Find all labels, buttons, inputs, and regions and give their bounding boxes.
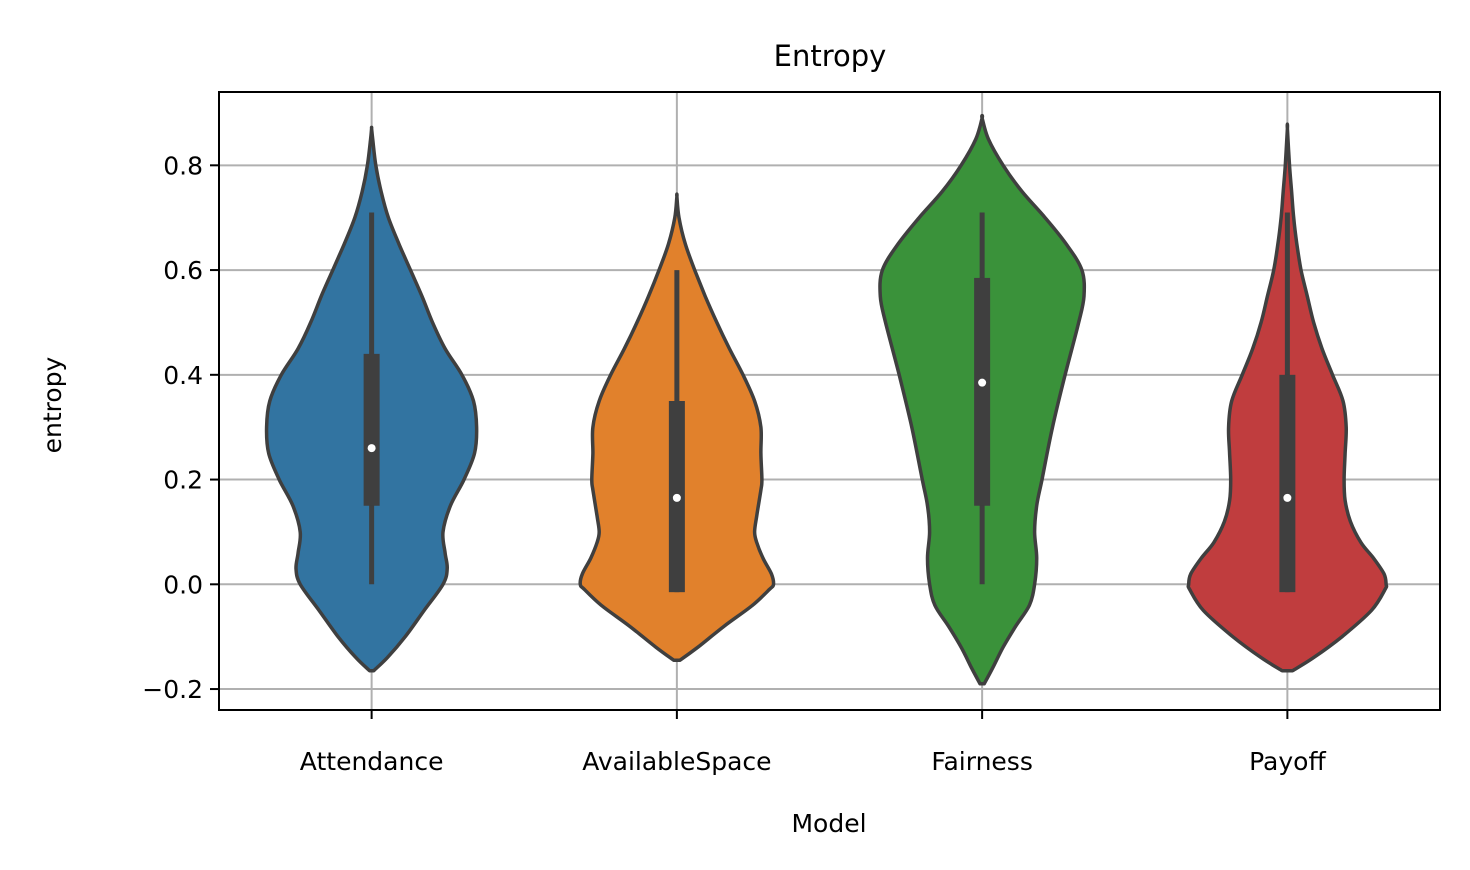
x-tick-label: Payoff [1249,747,1326,776]
plot-area-frame [218,91,1441,711]
x-axis-label: Model [791,809,866,838]
median-point [367,444,376,453]
median-point [978,378,987,387]
x-axis: Attendance AvailableSpace Fairness Payoff [300,710,1326,776]
y-tick-label: 0.2 [163,466,203,495]
x-tick-label: Attendance [300,747,444,776]
x-tick-label: AvailableSpace [582,747,771,776]
iqr-box [1279,374,1296,593]
y-axis: −0.2 0.0 0.2 0.4 0.6 0.8 [142,151,219,704]
iqr-box [974,277,991,506]
y-tick-label: 0.0 [163,570,203,599]
median-point [1283,493,1292,502]
y-tick-label: 0.4 [163,361,203,390]
box-plots [363,212,1296,593]
y-tick-label: 0.8 [163,151,203,180]
median-point [672,493,681,502]
iqr-box [363,353,380,506]
y-tick-label: −0.2 [142,675,203,704]
y-axis-label: entropy [38,356,67,453]
chart-title: Entropy [774,39,887,73]
x-tick-label: Fairness [931,747,1032,776]
y-tick-label: 0.6 [163,256,203,285]
